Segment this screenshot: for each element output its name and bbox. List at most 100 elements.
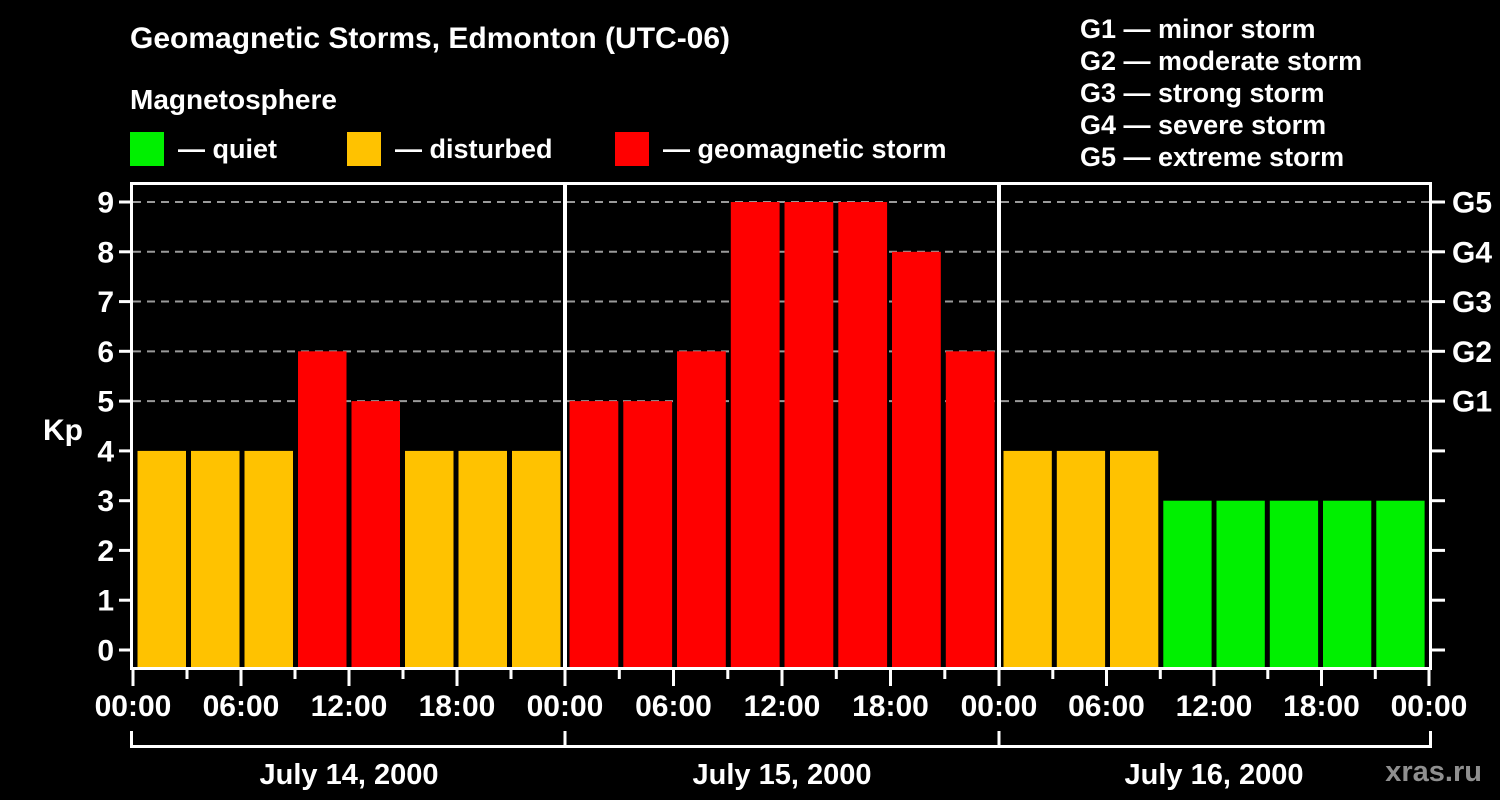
g-axis-label-G3: G3 [1452,286,1492,319]
page-title: Geomagnetic Storms, Edmonton (UTC-06) [130,22,731,55]
kp-bar-day2-12:00 [784,202,834,668]
x-tick-label-11: 18:00 [1283,690,1360,723]
date-bracket-tick-3 [1429,731,1432,748]
y-tick-right-6 [1432,349,1445,353]
y-tick-left-1 [119,598,130,602]
g-axis-label-G1: G1 [1452,386,1492,419]
x-tick-major [997,670,1001,686]
y-tick-left-8 [119,250,130,254]
x-tick-label-8: 00:00 [961,690,1038,723]
plot-border-left [130,182,133,670]
x-tick-label-12: 00:00 [1391,690,1468,723]
y-axis-title-kp: Kp [43,414,83,447]
date-label-day2: July 15, 2000 [693,759,872,791]
g-axis-label-G4: G4 [1452,236,1492,269]
date-label-day3: July 16, 2000 [1125,759,1304,791]
storm-color-swatch [615,132,649,166]
y-tick-left-0 [119,648,130,652]
legend-item-quiet: — quiet [130,131,277,167]
date-bracket-tick-2 [997,731,1001,748]
y-tick-left-7 [119,300,130,304]
g5-legend-line: G5 — extreme storm [1080,142,1345,172]
kp-bar-day3-00:00 [1003,450,1052,668]
x-tick-major [780,670,784,686]
kp-bar-day3-15:00 [1269,500,1319,668]
x-tick-minor [509,670,513,679]
x-tick-label-2: 12:00 [311,690,388,723]
x-tick-minor [1051,670,1055,679]
legend-label-disturbed: — disturbed [395,133,553,164]
x-tick-minor [1266,670,1270,679]
kp-bar-day3-12:00 [1216,500,1265,668]
y-tick-left-2 [119,548,130,552]
x-tick-major [239,670,243,686]
y-tick-label-6: 6 [97,336,114,369]
y-tick-right-9 [1432,200,1445,204]
g3-legend-line: G3 — strong storm [1080,78,1325,108]
date-bracket-tick-1 [563,731,567,748]
x-tick-minor [617,670,621,679]
y-tick-label-2: 2 [97,535,114,568]
kp-bar-day1-15:00 [405,450,454,668]
legend-label-quiet: — quiet [178,133,277,164]
date-bracket-line [130,745,1432,748]
kp-bar-day1-03:00 [191,450,240,668]
kp-bar-day1-09:00 [298,351,347,668]
g4-legend-line: G4 — severe storm [1080,110,1327,140]
x-tick-minor [1158,670,1162,679]
x-tick-major [563,670,567,686]
y-tick-left-6 [119,349,130,353]
kp-bar-day3-18:00 [1323,500,1372,668]
x-tick-major [1212,670,1216,686]
x-tick-major [889,670,892,686]
x-tick-label-7: 18:00 [852,690,929,723]
y-tick-right-7 [1432,300,1445,304]
g-axis-label-G2: G2 [1452,336,1492,369]
x-tick-minor [834,670,838,679]
x-tick-label-6: 12:00 [744,690,821,723]
y-tick-left-9 [119,200,130,204]
y-tick-right-4 [1432,449,1445,453]
y-tick-right-2 [1432,548,1445,552]
plot-border-top [130,182,1432,185]
y-tick-left-5 [119,399,130,403]
y-tick-left-3 [119,499,130,503]
x-tick-minor [401,670,405,679]
kp-bar-day3-03:00 [1056,450,1106,668]
day-separator-1 [563,185,567,667]
x-tick-major [347,670,351,686]
kp-bar-day1-21:00 [512,450,561,668]
x-tick-label-1: 06:00 [203,690,280,723]
kp-bar-day2-18:00 [892,251,941,669]
y-tick-right-0 [1432,648,1445,652]
day-separator-2 [997,185,1001,667]
x-tick-label-4: 00:00 [527,690,604,723]
x-tick-major [672,670,675,686]
g1-legend-line: G1 — minor storm [1080,14,1316,44]
x-tick-minor [943,670,947,679]
x-tick-major [131,670,135,686]
kp-bar-day1-12:00 [351,401,400,668]
y-tick-label-3: 3 [97,485,114,518]
xras-watermark[interactable]: xras.ru [1385,756,1482,788]
x-tick-label-10: 12:00 [1176,690,1253,723]
kp-bar-day3-21:00 [1376,500,1425,668]
x-tick-major [1105,670,1108,686]
plot-border-right [1429,182,1432,670]
x-tick-label-9: 06:00 [1068,690,1145,723]
x-tick-major [1427,670,1431,686]
legend-item-storm: — geomagnetic storm [615,131,947,167]
x-tick-minor [185,670,189,679]
kp-bar-day3-06:00 [1110,450,1159,668]
y-tick-right-5 [1432,399,1445,403]
kp-bar-day2-00:00 [569,401,619,668]
kp-bar-day2-03:00 [623,401,673,668]
kp-bar-day1-06:00 [244,450,293,668]
x-tick-minor [726,670,730,679]
x-tick-major [455,670,459,686]
y-tick-left-4 [119,449,130,453]
date-bracket-tick-0 [130,731,133,748]
y-tick-right-1 [1432,598,1445,602]
